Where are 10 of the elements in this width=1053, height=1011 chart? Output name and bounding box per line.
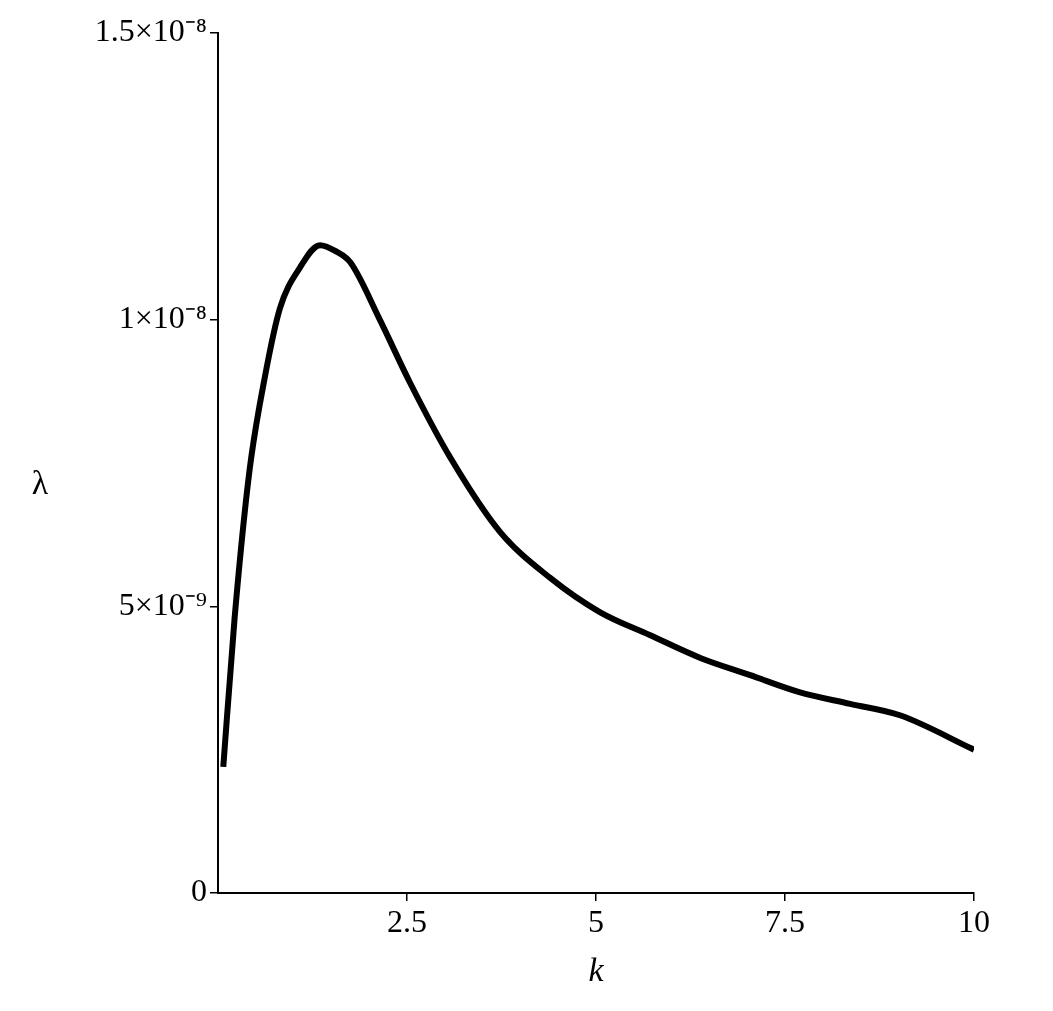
x-tick-label: 7.5: [765, 902, 805, 939]
x-tick-label: 5: [588, 902, 604, 939]
x-tick-label: 10: [958, 902, 990, 939]
x-axis-title: k: [588, 950, 605, 988]
y-axis-title: λ: [31, 463, 49, 501]
y-tick-label: 1×10⁻⁸: [118, 299, 207, 336]
x-tick-label: 2.5: [387, 902, 427, 939]
y-tick-label: 1.5×10⁻⁸: [94, 12, 207, 49]
y-tick-label: 5×10⁻⁹: [118, 585, 207, 622]
y-tick-label: 0: [191, 872, 207, 909]
